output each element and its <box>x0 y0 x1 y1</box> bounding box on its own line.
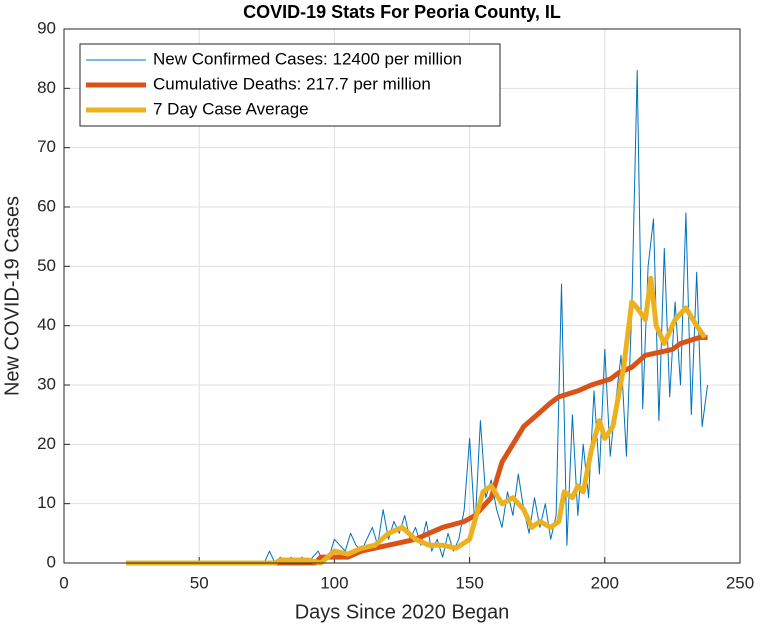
x-tick-label: 250 <box>726 573 754 592</box>
y-tick-label: 20 <box>37 434 56 453</box>
y-axis-label: New COVID-19 Cases <box>1 196 23 396</box>
x-tick-label: 200 <box>591 573 619 592</box>
axes-box <box>63 28 741 564</box>
legend-label: 7 Day Case Average <box>153 99 309 118</box>
series-line <box>126 275 707 566</box>
legend-label: Cumulative Deaths: 217.7 per million <box>153 74 431 93</box>
x-tick-label: 150 <box>455 573 483 592</box>
legend: New Confirmed Cases: 12400 per million Cu… <box>79 43 501 127</box>
y-tick-label: 90 <box>37 18 56 37</box>
lines <box>126 70 709 566</box>
series-line <box>126 335 708 566</box>
y-tick-label: 30 <box>37 374 56 393</box>
chart-title: COVID-19 Stats For Peoria County, IL <box>243 2 561 22</box>
x-axis-label: Days Since 2020 Began <box>295 601 510 623</box>
x-tick-label: 50 <box>190 573 209 592</box>
legend-label: New Confirmed Cases: 12400 per million <box>153 49 462 68</box>
legend-box <box>79 43 501 127</box>
x-tick-label: 100 <box>320 573 348 592</box>
y-tick-label: 0 <box>47 552 56 571</box>
y-tick-label: 80 <box>37 78 56 97</box>
y-tick-label: 70 <box>37 137 56 156</box>
x-tick-label: 0 <box>59 573 68 592</box>
y-tick-label: 40 <box>37 315 56 334</box>
y-tick-label: 60 <box>37 196 56 215</box>
y-tick-label: 50 <box>37 256 56 275</box>
y-tick-label: 10 <box>37 493 56 512</box>
